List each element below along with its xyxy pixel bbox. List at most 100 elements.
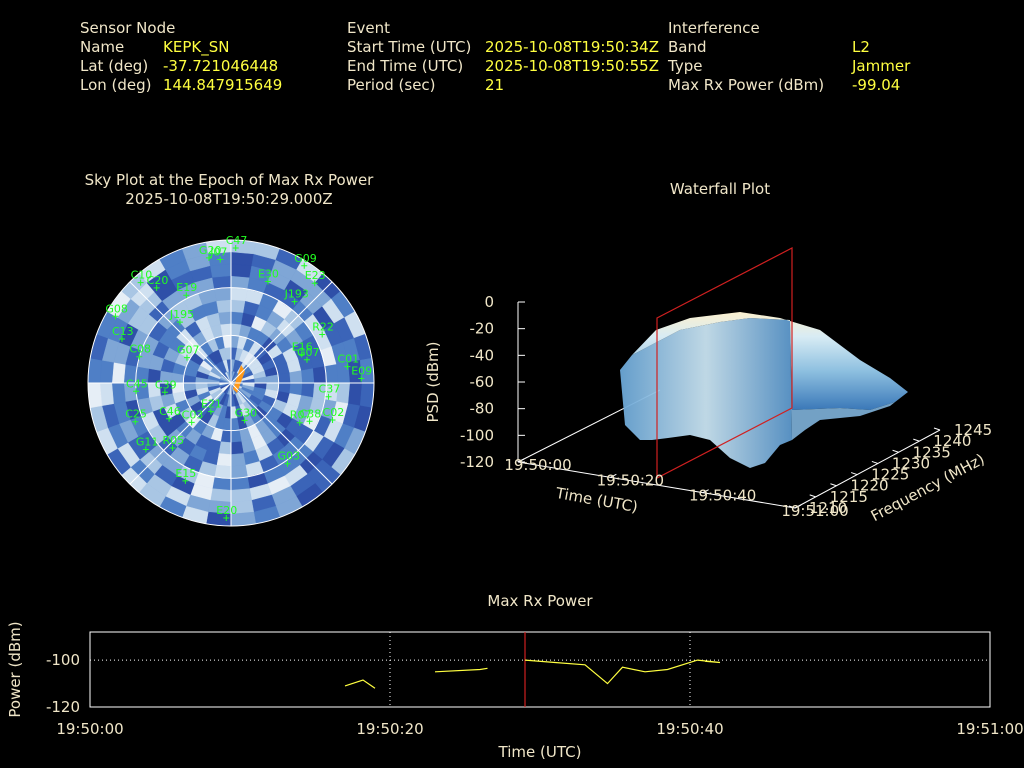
sky-cell bbox=[210, 488, 232, 503]
wf-y-tick-label: 1240 bbox=[933, 432, 971, 450]
satellite-cross bbox=[217, 256, 224, 263]
satellite-label: G07 bbox=[297, 346, 320, 359]
satellite-label: G30 bbox=[235, 406, 258, 419]
pc-y-tick-label: -120 bbox=[46, 698, 80, 716]
sky-cell bbox=[210, 263, 232, 278]
satellite-label: R05 bbox=[163, 434, 185, 447]
wf-x-axis bbox=[517, 461, 796, 509]
satellite-marker: C02 bbox=[323, 406, 344, 423]
satellite-label: C03 bbox=[182, 408, 204, 421]
wf-x-tick-label: 19:50:40 bbox=[689, 487, 756, 505]
satellite-cross bbox=[241, 417, 248, 424]
pc-series-segment bbox=[434, 667, 488, 673]
satellite-cross bbox=[207, 408, 214, 415]
satellite-cross bbox=[118, 335, 125, 342]
wf-y-tick-label: 1245 bbox=[954, 421, 992, 439]
satellite-label: E16 bbox=[292, 340, 313, 353]
sky-cell bbox=[214, 287, 232, 302]
event-heading: Event bbox=[347, 19, 390, 37]
event-start-label: Start Time (UTC) bbox=[347, 38, 472, 56]
satellite-cross bbox=[133, 388, 140, 395]
wf-y-tick bbox=[850, 472, 858, 476]
interference-power-label: Max Rx Power (dBm) bbox=[668, 76, 825, 94]
sky-cell bbox=[301, 382, 315, 398]
sensor-lon-label: Lon (deg) bbox=[80, 76, 152, 94]
satellite-marker: C46 bbox=[159, 405, 181, 422]
satellite-label: R07 bbox=[290, 409, 312, 422]
wf-y-axis bbox=[794, 429, 941, 509]
satellite-cross bbox=[319, 331, 326, 338]
satellite-marker: G20 bbox=[199, 244, 221, 261]
wf-x-tick-label: 19:50:20 bbox=[597, 471, 664, 489]
satellite-cross bbox=[142, 446, 149, 453]
satellite-cross bbox=[153, 284, 160, 291]
satellite-cross bbox=[284, 460, 291, 467]
satellite-marker: J193 bbox=[284, 288, 309, 305]
sky-cell bbox=[301, 368, 315, 384]
pc-y-tick-label: -100 bbox=[46, 651, 80, 669]
satellite-cross bbox=[205, 254, 212, 261]
sky-cell bbox=[230, 453, 246, 467]
satellite-cross bbox=[358, 375, 365, 382]
waterfall-plot: 0 -20 -40 -60 -80 -100 -120 PSD (dBm) 19:50:00 19… bbox=[424, 247, 992, 525]
wf-x-tick bbox=[610, 473, 617, 478]
sky-plot-subtitle: 2025-10-08T19:50:29.000Z bbox=[125, 190, 333, 208]
waterfall-epoch-plane bbox=[656, 247, 793, 479]
power-chart-frame bbox=[89, 631, 991, 708]
satellite-label: E09 bbox=[351, 364, 372, 377]
wf-y-tick-label: 1230 bbox=[892, 454, 930, 472]
event-start-value: 2025-10-08T19:50:34Z bbox=[485, 38, 659, 56]
satellite-label: C39 bbox=[155, 378, 177, 391]
sky-cell bbox=[348, 382, 363, 406]
interference-type-value: Jammer bbox=[852, 57, 911, 75]
pc-x-tick-label: 19:51:00 bbox=[956, 720, 1023, 738]
sky-cell bbox=[359, 382, 374, 409]
sky-cell bbox=[88, 357, 103, 384]
satellite-cross bbox=[264, 278, 271, 285]
wf-z-label: PSD (dBm) bbox=[424, 341, 442, 422]
wf-y-tick bbox=[913, 438, 920, 442]
wf-z-tick-label: -60 bbox=[470, 373, 495, 391]
sky-cell bbox=[230, 275, 250, 290]
satellite-marker: C37 bbox=[319, 383, 340, 400]
sky-cell bbox=[218, 311, 232, 325]
satellite-label: E20 bbox=[216, 504, 237, 517]
pc-x-label: Time (UTC) bbox=[498, 743, 582, 761]
satellite-cross bbox=[169, 444, 176, 451]
sky-cell bbox=[230, 299, 246, 313]
sky-cell bbox=[324, 364, 339, 384]
satellite-marker: E19 bbox=[176, 281, 197, 299]
pc-series-segment bbox=[524, 659, 721, 685]
satellite-label: C08 bbox=[129, 343, 151, 356]
satellite-cross bbox=[166, 415, 173, 422]
satellite-cross bbox=[303, 356, 310, 363]
wf-y-tick bbox=[892, 449, 899, 453]
satellite-marker: G07 bbox=[297, 346, 320, 363]
satellite-label: C38 bbox=[300, 407, 322, 420]
interference-band-label: Band bbox=[668, 38, 707, 56]
interference-type-label: Type bbox=[668, 57, 703, 75]
satellite-cross bbox=[298, 351, 305, 358]
satellite-label: C20 bbox=[147, 274, 169, 287]
satellite-marker: R05 bbox=[163, 434, 185, 451]
satellite-marker: G09 bbox=[294, 252, 317, 269]
waterfall-surface-front bbox=[790, 320, 908, 440]
sky-cell bbox=[230, 251, 254, 266]
satellite-marker: E21 bbox=[201, 398, 222, 415]
satellite-cross bbox=[176, 319, 183, 326]
satellite-label: C46 bbox=[159, 405, 181, 418]
sky-cell bbox=[216, 453, 232, 467]
sky-cell bbox=[214, 464, 232, 479]
satellite-cross bbox=[311, 280, 318, 287]
sensor-name-label: Name bbox=[80, 38, 125, 56]
wf-y-tick bbox=[871, 460, 879, 464]
satellite-marker: C47 bbox=[226, 234, 247, 252]
satellite-label: G03 bbox=[278, 450, 301, 463]
sensor-lon-value: 144.847915649 bbox=[163, 76, 283, 94]
wf-y-tick bbox=[788, 505, 796, 509]
sky-cell bbox=[111, 382, 126, 404]
sensor-lat-value: -37.721046448 bbox=[163, 57, 279, 75]
sky-cell bbox=[205, 240, 232, 255]
interference-heading: Interference bbox=[668, 19, 760, 37]
waterfall-surface-side bbox=[620, 318, 792, 468]
